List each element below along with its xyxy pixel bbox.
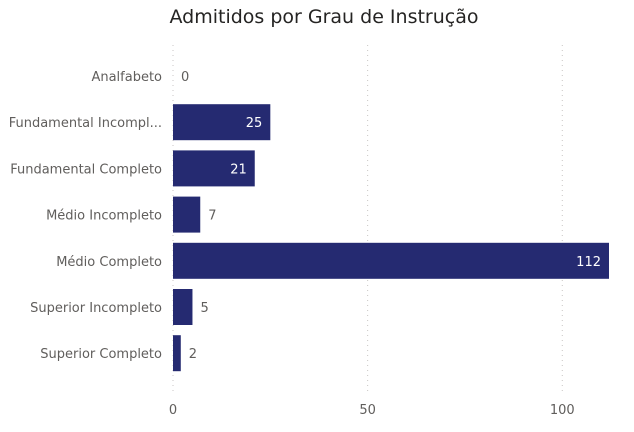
gridlines (172, 45, 563, 392)
data-label: 7 (208, 209, 216, 224)
category-label: Médio Incompleto (46, 209, 162, 224)
x-tick-label: 100 (550, 403, 575, 418)
bar (173, 196, 201, 233)
data-label: 112 (576, 255, 601, 270)
labels: 0 50 100 Analfabeto 0 Fundamental Incompl... 2… (9, 70, 601, 418)
bar (173, 150, 255, 187)
x-tick-label: 50 (359, 403, 376, 418)
category-label: Fundamental Completo (10, 162, 162, 177)
bar (173, 242, 609, 279)
data-label: 25 (246, 116, 263, 131)
data-label: 21 (230, 162, 247, 177)
category-label: Médio Completo (56, 255, 162, 270)
bar (173, 335, 181, 372)
bar (173, 104, 271, 141)
bars (173, 104, 609, 372)
category-label: Superior Completo (40, 347, 162, 362)
bar (173, 289, 193, 325)
category-label: Superior Incompleto (30, 301, 162, 316)
x-tick-label: 0 (169, 403, 177, 418)
data-label: 5 (200, 301, 208, 316)
chart-title: Admitidos por Grau de Instrução (169, 6, 479, 28)
category-label: Analfabeto (91, 70, 162, 85)
category-label: Fundamental Incompl... (9, 116, 162, 131)
data-label: 2 (189, 347, 197, 362)
data-label: 0 (181, 70, 189, 85)
